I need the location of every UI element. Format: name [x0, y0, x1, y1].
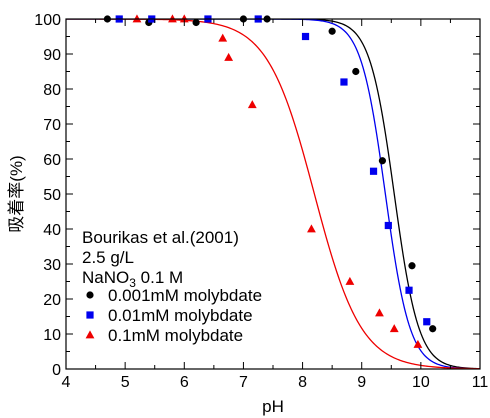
annotation-block: Bourikas et al.(2001) 2.5 g/L NaNO3 0.1 …	[82, 228, 239, 290]
y-tick-label: 0	[52, 362, 61, 379]
data-point-circle	[328, 27, 336, 35]
data-point-triangle	[218, 33, 228, 42]
y-axis-title: 吸着率(%)	[7, 155, 26, 232]
data-point-square	[301, 32, 310, 41]
annotation-source: Bourikas et al.(2001)	[82, 228, 239, 247]
data-point-triangle	[224, 52, 234, 61]
data-point-triangle	[375, 308, 384, 317]
x-tick-label: 9	[357, 374, 366, 391]
legend-label: 0.001mM molybdate	[108, 286, 262, 305]
data-point-triangle	[389, 324, 399, 333]
y-tick-label: 80	[43, 82, 61, 99]
legend-marker-square	[86, 311, 94, 319]
y-tick-label: 10	[43, 327, 61, 344]
axis-tick-labels: 4 5 6 7 8 9 10 11 0 10 20 30 40 50 60 70 80 90 100	[34, 12, 488, 391]
data-point-circle	[352, 67, 360, 76]
legend-marker-triangle	[85, 330, 95, 339]
legend-marker-circle	[86, 291, 94, 299]
y-tick-label: 60	[43, 152, 61, 169]
data-point-triangle	[307, 224, 316, 233]
annotation-concentration: 2.5 g/L	[82, 248, 134, 267]
y-tick-label: 100	[34, 12, 61, 29]
x-tick-label: 11	[472, 374, 489, 391]
x-axis-title: pH	[262, 397, 284, 416]
x-tick-label: 5	[121, 374, 130, 391]
annotation-electrolyte: NaNO3 0.1 M	[82, 268, 183, 290]
data-point-triangle	[413, 339, 423, 348]
data-point-square	[405, 286, 413, 294]
data-point-square	[369, 167, 378, 175]
data-point-square	[423, 318, 431, 326]
data-point-circle	[192, 18, 200, 27]
y-tick-label: 20	[43, 292, 61, 309]
data-point-triangle	[247, 100, 257, 109]
y-tick-label: 30	[43, 257, 61, 274]
x-tick-label: 4	[62, 374, 71, 391]
data-point-circle	[408, 262, 416, 270]
data-point-circle	[378, 157, 387, 165]
x-tick-label: 6	[180, 374, 189, 391]
x-tick-label: 10	[412, 374, 430, 391]
y-tick-label: 40	[43, 222, 61, 239]
data-point-circle	[429, 325, 437, 333]
y-tick-label: 90	[43, 47, 61, 64]
data-point-square	[384, 221, 392, 230]
x-tick-label: 8	[298, 374, 307, 391]
x-tick-label: 7	[239, 374, 248, 391]
y-tick-label: 50	[43, 187, 61, 204]
data-point-triangle	[345, 276, 355, 285]
legend-label: 0.01mM molybdate	[108, 306, 253, 325]
legend-label: 0.1mM molybdate	[108, 326, 243, 345]
axis-ticks	[65, 18, 481, 370]
y-tick-label: 70	[43, 117, 61, 134]
data-point-square	[340, 78, 348, 86]
